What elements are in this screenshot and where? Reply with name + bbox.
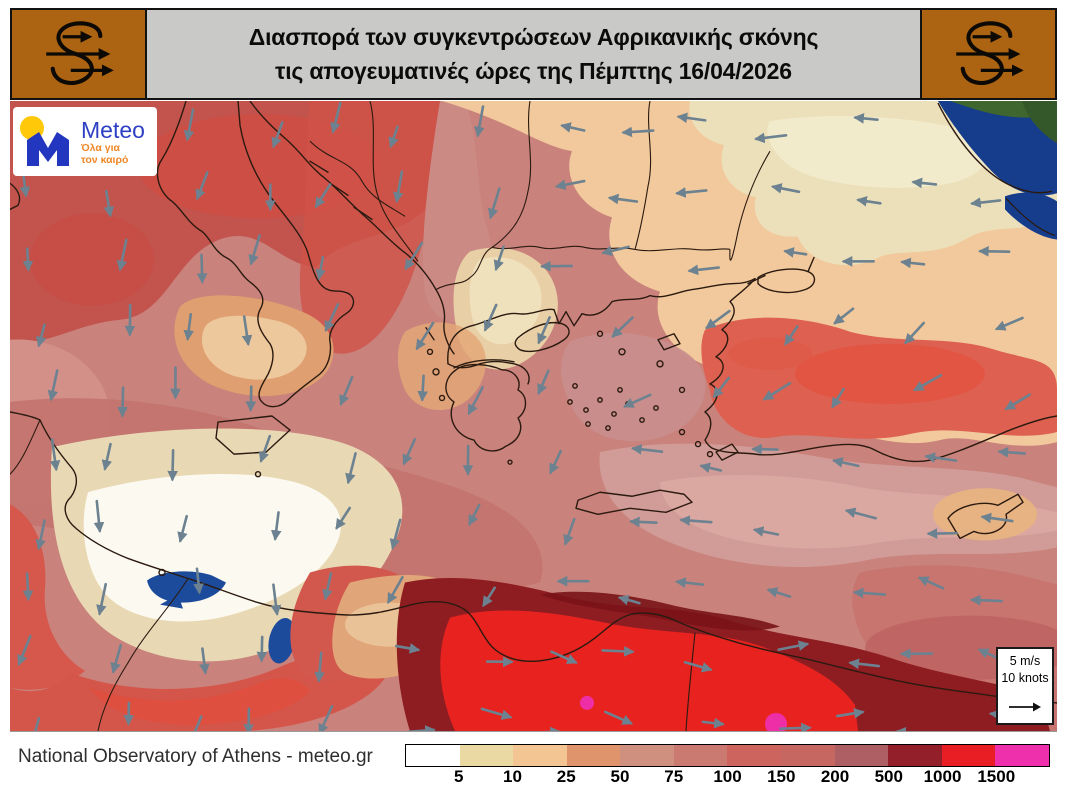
colorbar-tick: 1000 [923,767,962,786]
dust-concentration-map: Meteo Όλα για τον καιρό 5 m/s 10 knots [10,101,1057,732]
colorbar-segment [781,745,835,766]
s-arrows-icon [955,21,1024,86]
colorbar-tick-labels: 5 10 25 50 75 100 150 200 500 1000 1500 [405,767,1050,787]
colorbar-tick: 75 [664,767,684,786]
colorbar-tick: 10 [503,767,522,786]
meteo-brand-text: Meteo [81,116,145,143]
s-arrows-icon [45,21,114,86]
colorbar-tick: 200 [820,767,850,786]
dust-field-map [10,101,1057,731]
wind-speed-knots: 10 knots [1001,671,1049,685]
title-line-2: τις απογευματινές ώρες της Πέμπτης 16/04… [275,58,792,84]
title-line-1: Διασπορά των συγκεντρώσεων Αφρικανικής σ… [248,24,819,50]
colorbar-segment [888,745,942,766]
colorbar-segment [727,745,782,766]
colorbar-tick: 100 [713,767,742,786]
colorbar-tick: 25 [556,767,576,786]
dust-model-logo-right [920,8,1057,100]
map-title: Διασπορά των συγκεντρώσεων Αφρικανικής σ… [147,8,920,100]
meteo-m-icon [20,115,69,166]
colorbar-segment [941,745,996,766]
colorbar-tick: 50 [610,767,630,786]
meteo-logo: Meteo Όλα για τον καιρό [13,107,157,176]
colorbar-tick: 500 [874,767,903,786]
colorbar-tick: 5 [454,767,464,786]
meteo-tagline-1: Όλα για [81,141,120,154]
meteo-tagline-2: τον καιρό [81,153,129,166]
wind-speed-legend: 5 m/s 10 knots [996,647,1054,725]
colorbar-segment [620,745,674,766]
colorbar-segment [834,745,889,766]
wind-arrows [17,101,1032,731]
dust-field [10,101,1057,731]
attribution-text: National Observatory of Athens - meteo.g… [18,746,373,767]
colorbar-segment [673,745,728,766]
concentration-colorbar [405,744,1050,767]
colorbar-segment [566,745,621,766]
colorbar-segment [513,745,567,766]
wind-speed-ms: 5 m/s [1009,654,1041,668]
dust-model-logo-left [10,8,147,100]
colorbar-tick: 1500 [977,767,1016,786]
black-sea [937,101,1057,240]
colorbar-segment [406,745,460,766]
colorbar-tick: 150 [767,767,796,786]
colorbar-segment [995,745,1049,766]
header-banner: Διασπορά των συγκεντρώσεων Αφρικανικής σ… [10,8,1057,100]
colorbar-segment [459,745,514,766]
wind-arrow-icon [1009,702,1041,712]
